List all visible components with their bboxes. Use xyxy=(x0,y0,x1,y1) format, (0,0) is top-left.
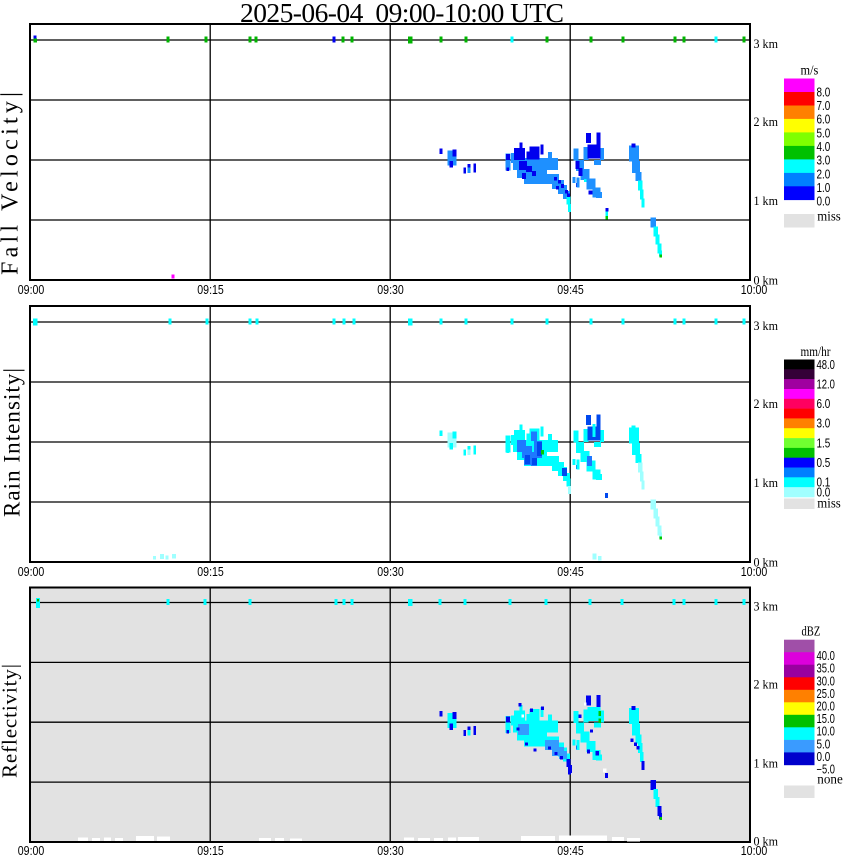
svg-text:30.0: 30.0 xyxy=(817,674,835,688)
svg-text:Reflectivity|: Reflectivity| xyxy=(0,664,22,778)
svg-text:3 km: 3 km xyxy=(754,36,779,51)
svg-text:10:00: 10:00 xyxy=(741,565,768,579)
svg-text:10.0: 10.0 xyxy=(817,725,835,739)
svg-text:1.5: 1.5 xyxy=(817,436,831,450)
svg-text:09:15: 09:15 xyxy=(197,283,224,297)
svg-text:8.0: 8.0 xyxy=(817,85,831,99)
svg-text:1 km: 1 km xyxy=(754,756,779,771)
svg-text:3 km: 3 km xyxy=(754,318,779,333)
svg-text:40.0: 40.0 xyxy=(817,649,835,663)
svg-text:miss: miss xyxy=(817,208,841,223)
svg-text:2 km: 2 km xyxy=(754,114,779,129)
svg-text:m/s: m/s xyxy=(801,63,819,78)
svg-text:09:00: 09:00 xyxy=(18,844,45,858)
svg-text:09:30: 09:30 xyxy=(377,565,404,579)
svg-text:0.0: 0.0 xyxy=(817,750,831,764)
svg-text:09:15: 09:15 xyxy=(197,565,224,579)
svg-text:0 km: 0 km xyxy=(754,833,779,848)
svg-text:0 km: 0 km xyxy=(754,273,779,288)
svg-text:48.0: 48.0 xyxy=(817,358,835,372)
svg-text:2 km: 2 km xyxy=(754,396,779,411)
svg-text:6.0: 6.0 xyxy=(817,113,831,127)
svg-text:2 km: 2 km xyxy=(754,677,779,692)
svg-text:4.0: 4.0 xyxy=(817,140,831,154)
svg-text:Rain Intensity|: Rain Intensity| xyxy=(0,368,25,517)
svg-text:09:15: 09:15 xyxy=(197,844,224,858)
svg-text:09:30: 09:30 xyxy=(377,844,404,858)
svg-text:2025-06-04 09:00-10:00 UTC: 2025-06-04 09:00-10:00 UTC xyxy=(240,0,564,28)
svg-text:5.0: 5.0 xyxy=(817,737,831,751)
svg-text:Fall Velocity|: Fall Velocity| xyxy=(0,92,24,275)
svg-text:1 km: 1 km xyxy=(754,475,779,490)
svg-text:2.0: 2.0 xyxy=(817,167,831,181)
svg-text:0.5: 0.5 xyxy=(817,456,831,470)
svg-text:6.0: 6.0 xyxy=(817,397,831,411)
svg-text:09:30: 09:30 xyxy=(377,283,404,297)
svg-text:3 km: 3 km xyxy=(754,599,779,614)
svg-text:09:00: 09:00 xyxy=(18,283,45,297)
svg-text:25.0: 25.0 xyxy=(817,687,835,701)
svg-text:09:00: 09:00 xyxy=(18,565,45,579)
svg-text:1 km: 1 km xyxy=(754,193,779,208)
svg-text:1.0: 1.0 xyxy=(817,181,831,195)
svg-text:0.1: 0.1 xyxy=(817,476,831,490)
svg-text:10:00: 10:00 xyxy=(741,283,768,297)
svg-text:15.0: 15.0 xyxy=(817,712,835,726)
svg-text:20.0: 20.0 xyxy=(817,700,835,714)
svg-text:mm/hr: mm/hr xyxy=(801,344,831,359)
svg-text:09:45: 09:45 xyxy=(557,565,584,579)
svg-text:09:45: 09:45 xyxy=(557,844,584,858)
svg-text:−5.0: −5.0 xyxy=(817,763,835,777)
svg-text:miss: miss xyxy=(817,496,841,511)
svg-text:12.0: 12.0 xyxy=(817,377,835,391)
svg-text:3.0: 3.0 xyxy=(817,154,831,168)
svg-text:0 km: 0 km xyxy=(754,555,779,570)
svg-text:0.0: 0.0 xyxy=(817,195,831,209)
svg-text:10:00: 10:00 xyxy=(741,844,768,858)
svg-text:none: none xyxy=(817,771,843,786)
svg-text:09:45: 09:45 xyxy=(557,283,584,297)
svg-text:3.0: 3.0 xyxy=(817,417,831,431)
svg-text:35.0: 35.0 xyxy=(817,662,835,676)
svg-text:7.0: 7.0 xyxy=(817,99,831,113)
svg-text:0.0: 0.0 xyxy=(817,485,831,499)
svg-text:5.0: 5.0 xyxy=(817,126,831,140)
svg-text:dBZ: dBZ xyxy=(802,623,821,638)
